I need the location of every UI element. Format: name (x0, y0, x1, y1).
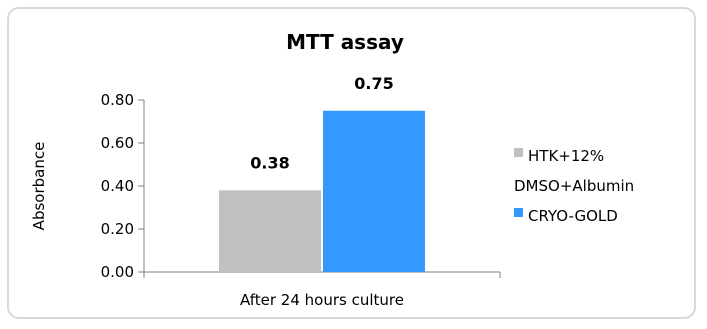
legend-swatch (514, 208, 523, 217)
bar-htk-12-dmso-albumin (219, 190, 321, 272)
y-tick-label: 0.80 (101, 91, 134, 109)
x-ticks: After 24 hours culture (143, 272, 501, 309)
y-tick-label: 0.00 (101, 263, 134, 281)
data-label: 0.38 (250, 153, 289, 172)
y-tick-label: 0.20 (101, 220, 134, 238)
bars (219, 110, 425, 272)
legend-label: DMSO+Albumin (514, 177, 634, 195)
y-tick-label: 0.40 (101, 177, 134, 195)
legend: HTK+12% DMSO+Albumin CRYO-GOLD (514, 147, 634, 225)
x-category-label: After 24 hours culture (240, 291, 404, 309)
legend-swatch (514, 148, 523, 157)
data-label: 0.75 (354, 74, 393, 93)
legend-label: CRYO-GOLD (528, 207, 618, 225)
y-axis-title: Absorbance (30, 142, 48, 231)
y-ticks: 0.00 0.20 0.40 0.60 0.80 (101, 91, 144, 281)
legend-label: HTK+12% (528, 147, 604, 165)
bar-cryo-gold (323, 110, 425, 272)
data-labels: 0.38 0.75 (250, 74, 393, 173)
chart-title: MTT assay (286, 30, 404, 54)
y-tick-label: 0.60 (101, 134, 134, 152)
